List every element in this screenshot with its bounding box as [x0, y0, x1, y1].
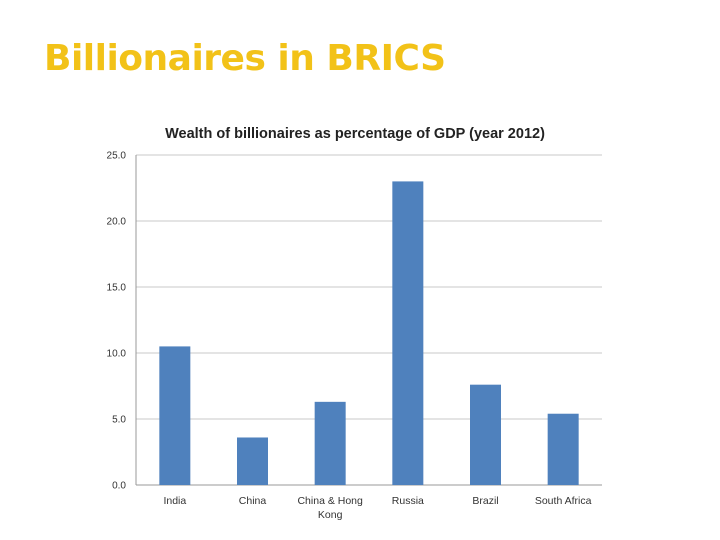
- x-tick-label: India: [163, 495, 186, 507]
- x-axis-labels: India China China & Hong Kong Russia Brazil So…: [163, 495, 591, 521]
- y-tick-label: 5.0: [112, 415, 126, 426]
- chart-title: Wealth of billionaires as percentage of …: [165, 126, 545, 142]
- bar-russia: [392, 181, 424, 485]
- gridlines: [135, 154, 602, 486]
- bar-south-africa: [547, 413, 579, 485]
- y-tick-label: 15.0: [107, 283, 127, 294]
- y-tick-label: 25.0: [107, 151, 127, 162]
- y-tick-label: 20.0: [107, 217, 127, 228]
- y-tick-label: 10.0: [107, 349, 127, 360]
- y-tick-label: 0.0: [112, 481, 126, 492]
- bar-china: [237, 437, 268, 485]
- y-axis-ticks: 0.0 5.0 10.0 15.0 20.0 25.0: [107, 151, 127, 492]
- x-tick-label: China: [239, 495, 267, 507]
- bar-india: [159, 346, 191, 485]
- bars: [159, 181, 579, 485]
- x-tick-label: South Africa: [535, 495, 592, 507]
- bar-china-hong-kong: [314, 401, 346, 485]
- bar-brazil: [470, 384, 501, 485]
- slide-title: Billionaires in BRICS: [44, 38, 446, 79]
- x-tick-label: Russia: [392, 495, 424, 507]
- x-tick-label: Brazil: [472, 495, 498, 507]
- x-tick-label: China & Hong Kong: [297, 495, 363, 521]
